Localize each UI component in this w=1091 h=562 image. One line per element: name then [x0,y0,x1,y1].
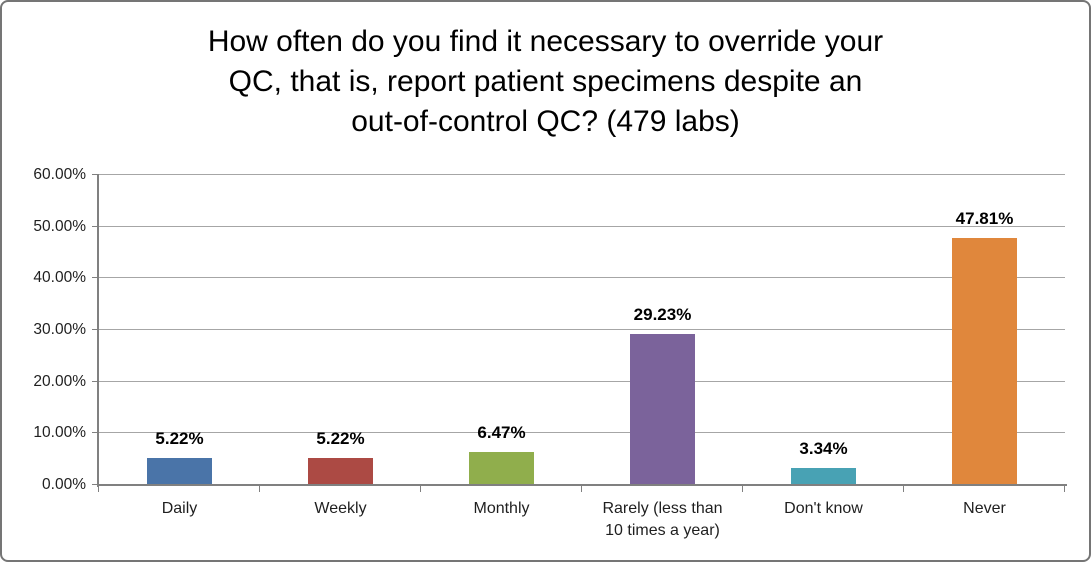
bar-rarely-less-than-10-times-a-year [630,333,695,485]
chart-title-line-1: How often do you find it necessary to ov… [207,25,884,58]
y-axis-label-20: 20.00% [33,372,86,390]
x-axis-tick-1 [259,485,260,492]
x-axis-label-2: Weekly [314,500,367,517]
x-axis-tick-0 [98,485,99,492]
chart-title-line-3: out-of-control QC? (479 labs) [351,105,740,138]
x-axis-tick-2 [420,485,421,492]
y-axis-tick-10 [92,432,99,434]
y-axis-tick-20 [92,380,99,382]
x-axis-tick-4 [742,485,743,492]
x-axis-label-5: Don't know [784,500,863,517]
x-axis-tick-5 [903,485,904,492]
gridline-10 [99,432,1065,434]
x-axis-tick-3 [581,485,582,492]
x-axis-label-1: Daily [161,500,198,517]
bar-never [952,237,1017,485]
y-axis-label-50: 50.00% [33,217,86,235]
x-axis-tick-6 [1064,485,1065,492]
bar-value-label-1: 5.22% [155,429,204,449]
y-axis-label-10: 10.00% [33,424,86,442]
x-axis-label-6: Never [963,500,1006,517]
y-axis-label-60: 60.00% [33,166,86,183]
x-axis-label-4: Rarely (less than 10 times a year) [602,500,723,539]
gridline-60 [99,174,1065,175]
y-axis-tick-0 [92,484,99,485]
x-axis-line [97,484,1067,486]
chart-title: How often do you find it necessary to ov… [2,22,1089,142]
x-axis-label-3: Monthly [473,500,530,517]
y-axis-label-0: 0.00% [42,476,86,493]
bar-don-t-know [791,467,856,485]
y-axis-tick-50 [92,225,99,227]
gridline-40 [99,277,1065,279]
bar-daily [147,458,212,485]
y-axis-line [97,175,99,487]
gridline-50 [99,225,1065,227]
y-axis-label-30: 30.00% [33,321,86,338]
bar-weekly [308,458,373,485]
y-axis-label-40: 40.00% [33,269,86,287]
gridline-30 [99,329,1065,330]
y-axis-tick-60 [92,174,99,175]
bar-value-label-3: 6.47% [477,422,526,442]
chart-title-line-2: QC, that is, report patient specimens de… [228,65,863,98]
y-axis-tick-30 [92,329,99,330]
y-axis-tick-40 [92,277,99,279]
bar-value-label-2: 5.22% [316,429,365,449]
bar-value-label-5: 3.34% [799,438,848,458]
bar-monthly [469,451,534,485]
bar-value-label-6: 47.81% [955,208,1014,228]
gridline-20 [99,380,1065,382]
bar-value-label-4: 29.23% [633,304,692,324]
